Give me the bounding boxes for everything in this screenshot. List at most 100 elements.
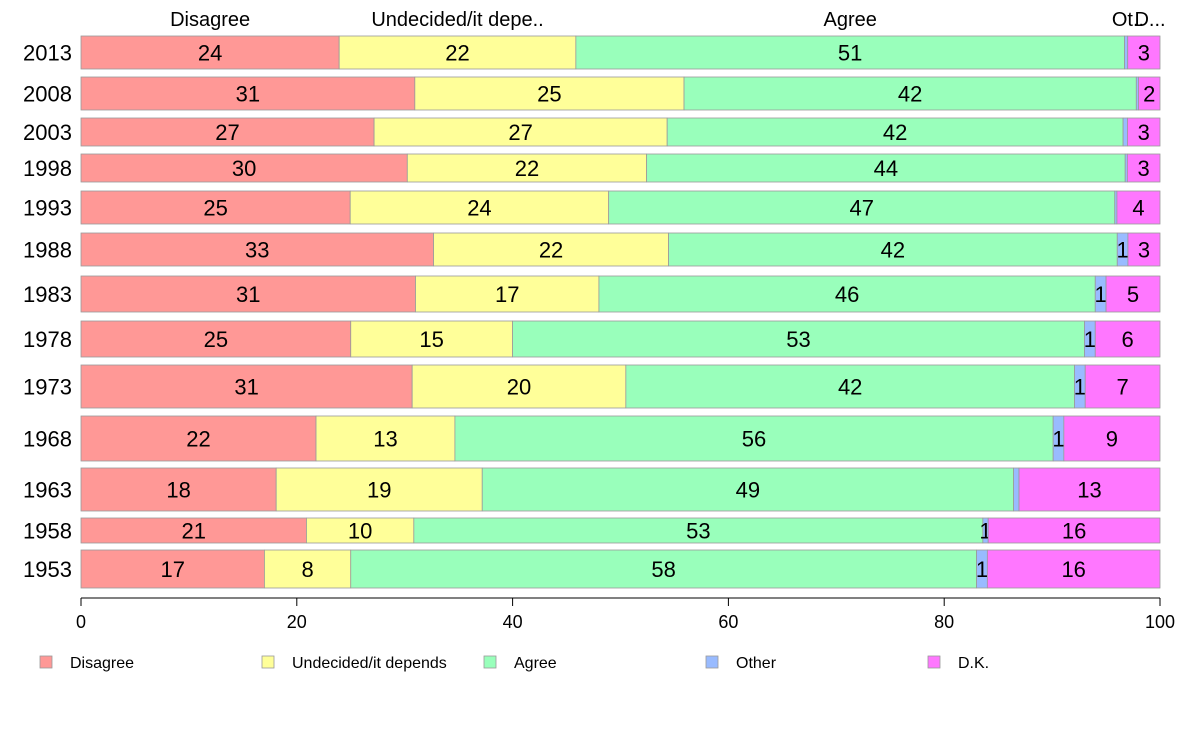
y-tick-label: 2003 — [23, 120, 72, 145]
x-tick-label: 100 — [1145, 612, 1175, 632]
data-label: 27 — [215, 120, 239, 145]
data-label: 17 — [495, 282, 519, 307]
y-tick-label: 1993 — [23, 196, 72, 221]
data-label: 21 — [181, 519, 205, 544]
y-tick-label: 2013 — [23, 41, 72, 66]
bar-segment — [1116, 190, 1161, 225]
bar-segment — [987, 517, 1161, 544]
bar-segment — [80, 549, 265, 589]
bar-segment — [1105, 275, 1161, 313]
bar-segment — [1063, 415, 1161, 462]
bar-segment — [1122, 117, 1128, 147]
bar-segment — [1126, 153, 1161, 183]
bar-segment — [683, 76, 1137, 111]
column-header-label: Ot.. — [1112, 9, 1144, 31]
data-label: 18 — [166, 478, 190, 503]
data-label: 58 — [651, 557, 675, 582]
bar-segment — [80, 320, 352, 358]
y-tick-label: 1958 — [23, 519, 72, 544]
data-label: 13 — [373, 427, 397, 452]
data-label: 19 — [367, 478, 391, 503]
data-label: 3 — [1138, 156, 1150, 181]
bar-segment — [1018, 467, 1161, 512]
data-label: 25 — [203, 196, 227, 221]
data-label: 6 — [1122, 327, 1134, 352]
bar-segment — [1127, 232, 1161, 267]
bar-segment — [80, 153, 408, 183]
data-label: 10 — [348, 519, 372, 544]
bar-segment — [80, 517, 307, 544]
column-header-label: Undecided/it depe.. — [371, 9, 543, 31]
data-label: 42 — [883, 120, 907, 145]
legend-swatch — [261, 655, 275, 669]
data-label: 22 — [515, 156, 539, 181]
legend-swatch — [705, 655, 719, 669]
column-header-label: Agree — [823, 9, 876, 31]
legend-label: Other — [736, 655, 777, 672]
data-label: 5 — [1127, 282, 1139, 307]
bar-segment — [80, 232, 434, 267]
data-label: 49 — [736, 478, 760, 503]
bar-segment — [1127, 35, 1161, 70]
bar-segment — [598, 275, 1096, 313]
bar-segment — [1138, 76, 1161, 111]
data-label: 1 — [976, 557, 988, 582]
data-label: 20 — [507, 375, 531, 400]
bar-segment — [1013, 467, 1020, 512]
data-label: 8 — [301, 557, 313, 582]
data-label: 53 — [686, 519, 710, 544]
data-label: 17 — [160, 557, 184, 582]
data-label: 42 — [898, 82, 922, 107]
y-tick-label: 1973 — [23, 375, 72, 400]
data-label: 7 — [1116, 375, 1128, 400]
bar-segment — [264, 549, 352, 589]
legend-label: Disagree — [70, 655, 134, 672]
legend-swatch — [927, 655, 941, 669]
x-tick-label: 80 — [934, 612, 954, 632]
y-tick-label: 2008 — [23, 82, 72, 107]
data-label: 16 — [1061, 557, 1085, 582]
column-header-label: D... — [1134, 9, 1165, 31]
data-label: 30 — [232, 156, 256, 181]
bar-segment — [80, 76, 416, 111]
legend-label: D.K. — [958, 655, 989, 672]
bar-segment — [80, 415, 317, 462]
bar-segment — [350, 320, 514, 358]
bar-segment — [338, 35, 577, 70]
data-label: 16 — [1062, 519, 1086, 544]
bar-segment — [1127, 117, 1161, 147]
legend-label: Undecided/it depends — [292, 655, 447, 672]
data-label: 25 — [204, 327, 228, 352]
x-tick-label: 40 — [503, 612, 523, 632]
legend-swatch — [483, 655, 497, 669]
data-label: 44 — [874, 156, 898, 181]
bar-segment — [80, 364, 413, 409]
data-label: 3 — [1138, 120, 1150, 145]
y-tick-label: 1983 — [23, 282, 72, 307]
bar-segment — [414, 76, 685, 111]
y-tick-label: 1963 — [23, 478, 72, 503]
data-label: 31 — [234, 375, 258, 400]
y-tick-label: 1988 — [23, 238, 72, 263]
y-tick-label: 1978 — [23, 327, 72, 352]
bar-segment — [306, 517, 415, 544]
data-label: 22 — [539, 238, 563, 263]
data-label: 2 — [1143, 82, 1155, 107]
bar-segment — [433, 232, 669, 267]
bar-segment — [349, 190, 610, 225]
data-label: 3 — [1138, 238, 1150, 263]
bar-segment — [454, 415, 1054, 462]
data-label: 1 — [1052, 427, 1064, 452]
column-header-label: Disagree — [170, 9, 250, 31]
x-tick-label: 60 — [718, 612, 738, 632]
data-label: 1 — [1116, 238, 1128, 263]
data-label: 33 — [245, 238, 269, 263]
data-label: 31 — [236, 282, 260, 307]
data-label: 24 — [467, 196, 491, 221]
bar-segment — [80, 275, 416, 313]
data-label: 1 — [1074, 375, 1086, 400]
data-label: 1 — [1084, 327, 1096, 352]
data-label: 25 — [537, 82, 561, 107]
bar-segment — [411, 364, 627, 409]
bar-segment — [668, 232, 1118, 267]
